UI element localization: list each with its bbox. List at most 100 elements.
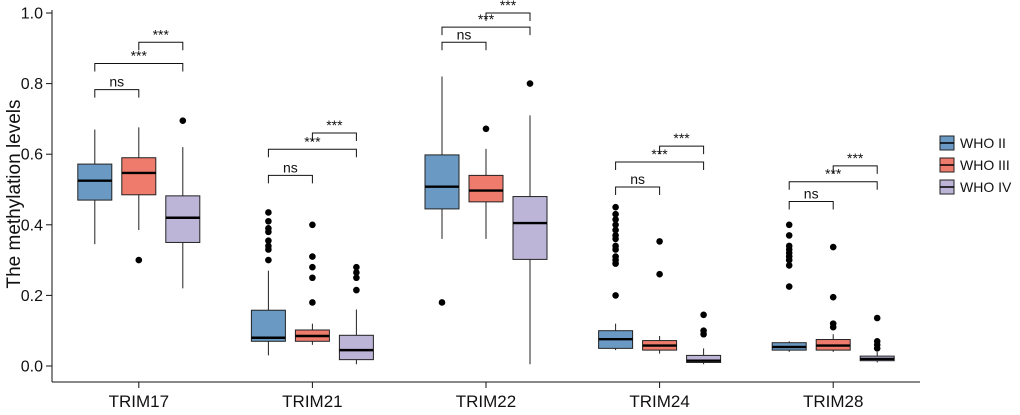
legend-label: WHO II — [960, 135, 1006, 151]
box-trim28-who-ii — [771, 221, 807, 352]
outlier-point — [265, 242, 272, 250]
y-tick-label: 0.4 — [21, 217, 43, 234]
box-trim21-who-ii — [250, 209, 286, 356]
boxes-layer — [77, 76, 895, 365]
significance-bracket — [94, 89, 140, 98]
significance-bracket — [441, 41, 487, 51]
outlier-point — [612, 292, 619, 299]
outlier-point — [438, 299, 446, 306]
outlier-point — [482, 125, 490, 133]
significance-bracket — [138, 41, 184, 51]
x-tick-label: TRIM28 — [803, 392, 863, 411]
outlier-point — [135, 256, 143, 264]
box-trim24-who-iv — [686, 311, 722, 365]
outlier-point — [785, 232, 793, 239]
significance-label: ns — [630, 171, 645, 187]
box-trim22-who-iv — [512, 80, 548, 365]
outlier-point — [265, 225, 272, 232]
box-trim24-who-iii — [642, 238, 678, 354]
outlier-point — [309, 274, 316, 282]
box-iqr — [512, 196, 548, 260]
legend-item: WHO III — [939, 157, 1010, 173]
box-trim28-who-iii — [815, 243, 851, 352]
box-trim21-who-iv — [338, 263, 374, 365]
outlier-point — [829, 320, 837, 327]
outlier-point — [612, 242, 619, 250]
significance-label: ns — [109, 74, 124, 90]
y-tick-label: 0.8 — [21, 76, 43, 93]
outlier-point — [829, 243, 837, 251]
x-tick-label: TRIM24 — [629, 392, 689, 411]
outlier-point — [785, 262, 793, 269]
box-trim22-who-ii — [424, 76, 460, 306]
significance-bracket — [832, 165, 878, 174]
significance-layer: ns******ns******ns******ns******ns****** — [94, 0, 878, 210]
box-iqr — [424, 154, 460, 210]
significance-label: *** — [304, 133, 321, 149]
box-trim17-who-ii — [77, 129, 113, 245]
box-trim21-who-iii — [294, 221, 330, 345]
outlier-point — [309, 221, 316, 229]
outlier-point — [873, 337, 881, 345]
outlier-point — [785, 283, 793, 290]
significance-label: *** — [153, 26, 170, 42]
outlier-point — [612, 210, 619, 218]
y-tick-label: 0.0 — [21, 359, 43, 376]
outlier-point — [612, 226, 619, 234]
significance-bracket — [94, 62, 184, 72]
outlier-point — [265, 237, 272, 244]
significance-bracket — [659, 145, 705, 155]
box-trim28-who-iv — [859, 314, 895, 363]
box-trim17-who-iii — [121, 127, 157, 264]
significance-label: ns — [457, 26, 472, 42]
outlier-point — [353, 269, 360, 276]
outlier-point — [612, 253, 619, 260]
box-trim24-who-ii — [598, 203, 634, 351]
outlier-point — [612, 232, 619, 239]
box-iqr — [686, 354, 722, 363]
outlier-point — [353, 263, 360, 271]
legend: WHO II WHO III WHO IV — [939, 135, 1012, 195]
x-tick-label: TRIM21 — [282, 392, 342, 411]
box-iqr — [250, 309, 286, 342]
significance-bracket — [788, 181, 878, 190]
outlier-point — [873, 314, 881, 322]
significance-label: *** — [673, 130, 690, 146]
outlier-point — [785, 242, 793, 250]
outlier-point — [700, 327, 707, 335]
outlier-point — [656, 270, 663, 278]
y-tick-label: 1.0 — [21, 6, 43, 23]
significance-bracket — [615, 161, 705, 170]
outlier-point — [309, 253, 316, 260]
significance-bracket — [485, 12, 531, 21]
significance-bracket — [788, 201, 834, 210]
outlier-point — [612, 216, 619, 223]
legend-item: WHO IV — [939, 179, 1012, 195]
x-tick-label: TRIM22 — [456, 392, 516, 411]
outlier-point — [612, 203, 619, 211]
outlier-point — [309, 299, 316, 306]
box-iqr — [468, 174, 504, 203]
significance-label: ns — [804, 186, 819, 202]
outlier-point — [612, 221, 619, 229]
significance-label: *** — [131, 47, 148, 63]
significance-bracket — [267, 174, 313, 184]
axes: 0.0 0.2 0.4 0.6 0.8 1.0 TRIM17 TRIM21 TRIM22 TRIM… — [21, 6, 920, 411]
box-iqr — [165, 195, 201, 243]
significance-bracket — [441, 26, 531, 36]
x-tick-label: TRIM17 — [109, 392, 169, 411]
significance-label: ns — [283, 159, 298, 175]
significance-label: *** — [500, 0, 517, 13]
legend-item: WHO II — [939, 135, 1006, 151]
significance-label: *** — [326, 117, 343, 133]
outlier-point — [309, 263, 316, 271]
box-trim22-who-iii — [468, 125, 504, 239]
outlier-point — [526, 80, 534, 87]
outlier-point — [265, 217, 272, 225]
significance-bracket — [267, 148, 357, 158]
outlier-point — [265, 209, 272, 216]
outlier-point — [179, 117, 187, 124]
box-iqr — [77, 163, 113, 201]
significance-label: *** — [847, 150, 864, 166]
